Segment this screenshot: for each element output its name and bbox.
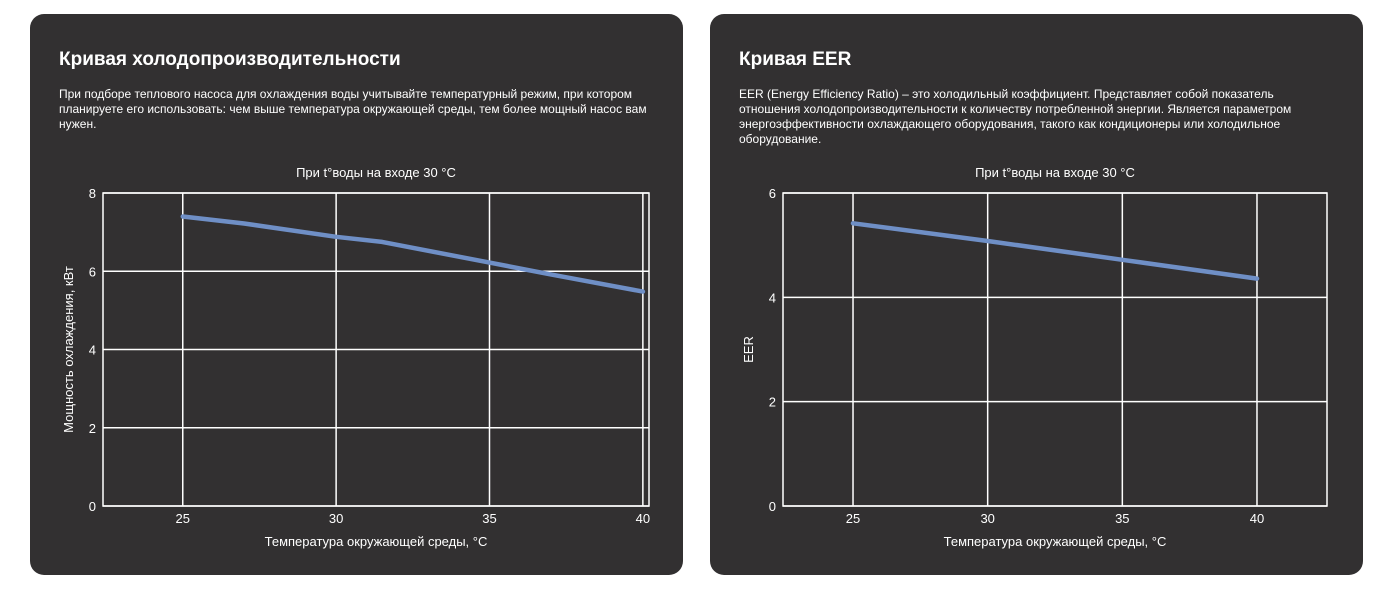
x-tick-label: 40	[1250, 511, 1264, 526]
x-tick-label: 25	[176, 511, 190, 526]
y-tick-label: 6	[769, 186, 776, 201]
y-tick-label: 2	[769, 395, 776, 410]
card-title: Кривая EER	[739, 49, 852, 70]
card-description: При подборе теплового насоса для охлажде…	[59, 87, 647, 131]
series-line	[180, 214, 646, 294]
series-line	[850, 221, 1260, 281]
x-axis-label: Температура окружающей среды, °C	[265, 534, 488, 549]
y-tick-label: 0	[89, 499, 96, 514]
y-tick-label: 2	[89, 421, 96, 436]
x-tick-label: 35	[482, 511, 496, 526]
y-tick-label: 0	[769, 499, 776, 514]
x-tick-label: 25	[846, 511, 860, 526]
x-tick-label: 30	[329, 511, 343, 526]
x-tick-label: 35	[1115, 511, 1129, 526]
x-tick-label: 30	[980, 511, 994, 526]
eer-chart: 0 2 4 6 25 30 35 40 При t°воды на входе 30 °C Тем…	[741, 165, 1328, 549]
y-tick-label: 8	[89, 186, 96, 201]
x-tick-label: 40	[636, 511, 650, 526]
chart-title: При t°воды на входе 30 °C	[975, 165, 1135, 180]
y-tick-label: 4	[89, 343, 96, 358]
y-tick-label: 4	[769, 290, 776, 305]
y-axis-label: Мощность охлаждения, кВт	[61, 266, 76, 433]
card-title: Кривая холодопроизводительности	[59, 49, 401, 70]
cooling-capacity-chart: 0 2 4 6 8 25 30 35 40 При t°воды на входе 30 °C Те…	[61, 165, 650, 549]
chart-title: При t°воды на входе 30 °C	[296, 165, 456, 180]
y-axis-label: EER	[741, 336, 756, 363]
x-axis-label: Температура окружающей среды, °C	[944, 534, 1167, 549]
cooling-capacity-card: Кривая холодопроизводительности При подб…	[30, 14, 683, 575]
eer-card: Кривая EER EER (Energy Efficiency Ratio)…	[710, 14, 1363, 575]
card-description: EER (Energy Efficiency Ratio) – это холо…	[739, 87, 1292, 146]
plot-frame	[782, 192, 1328, 507]
y-tick-label: 6	[89, 264, 96, 279]
